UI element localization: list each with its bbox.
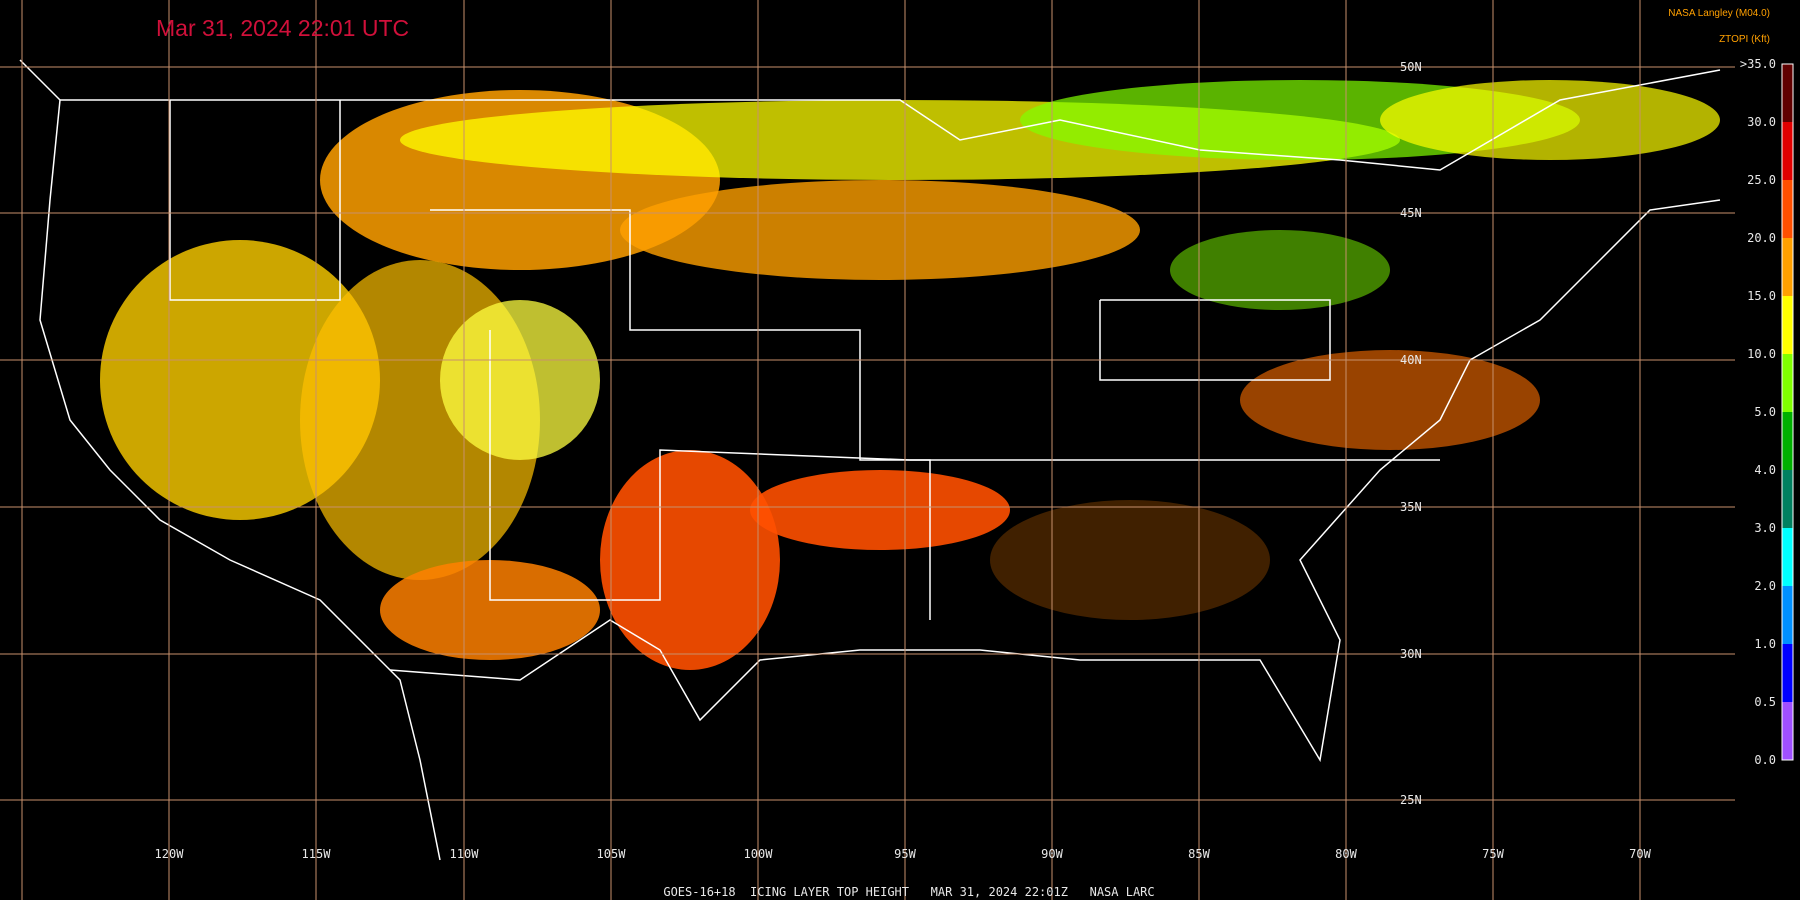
latitude-label: 45N xyxy=(1400,206,1422,220)
longitude-label: 120W xyxy=(155,847,185,861)
colorbar-segment xyxy=(1782,470,1793,528)
colorbar-segment xyxy=(1782,354,1793,412)
colorbar-segment xyxy=(1782,412,1793,470)
longitude-label: 95W xyxy=(894,847,916,861)
cloud-area xyxy=(1380,80,1720,160)
colorbar-frame xyxy=(1781,63,1794,761)
cloud-area xyxy=(990,500,1270,620)
colorbar-label: 15.0 xyxy=(1747,289,1776,303)
colorbar-label: 5.0 xyxy=(1754,405,1776,419)
colorbar-label: 10.0 xyxy=(1747,347,1776,361)
graticule: 120W 115W 110W 105W 100W 95W 90W 85W 80W 75W 70W 50… xyxy=(0,0,1735,900)
colorbar-segment xyxy=(1782,122,1793,180)
longitude-label: 100W xyxy=(744,847,774,861)
longitude-label: 115W xyxy=(302,847,332,861)
coastline xyxy=(19,59,441,861)
state-border xyxy=(489,330,1440,601)
latitude-label: 25N xyxy=(1400,793,1422,807)
colorbar-segment xyxy=(1782,586,1793,644)
state-border xyxy=(1099,299,1331,381)
colorbar-label: 0.0 xyxy=(1754,753,1776,767)
colorbar-label: 2.0 xyxy=(1754,579,1776,593)
cloud-field xyxy=(100,80,1720,670)
colorbar-segment xyxy=(1782,644,1793,702)
longitude-label: 85W xyxy=(1188,847,1210,861)
colorbar-segment xyxy=(1782,238,1793,296)
state-border xyxy=(169,100,341,301)
colorbar-label: 30.0 xyxy=(1747,115,1776,129)
latitude-label: 30N xyxy=(1400,647,1422,661)
colorbar-label: 25.0 xyxy=(1747,173,1776,187)
latitude-label: 40N xyxy=(1400,353,1422,367)
longitude-label: 70W xyxy=(1629,847,1651,861)
longitude-label: 90W xyxy=(1041,847,1063,861)
border xyxy=(60,69,1721,171)
colorbar: >35.0 30.0 25.0 20.0 15.0 10.0 5.0 4.0 3.0 2.0 1.0… xyxy=(1740,57,1794,767)
colorbar-label: 20.0 xyxy=(1747,231,1776,245)
cloud-area xyxy=(1240,350,1540,450)
latitude-label: 35N xyxy=(1400,500,1422,514)
colorbar-label: 3.0 xyxy=(1754,521,1776,535)
credit: NASA Langley (M04.0) xyxy=(1668,8,1770,19)
coastlines xyxy=(19,59,1721,861)
footer: GOES-16+18 ICING LAYER TOP HEIGHT MAR 31… xyxy=(663,885,1154,899)
longitude-label: 110W xyxy=(450,847,480,861)
cloud-area xyxy=(600,450,780,670)
longitude-label: 80W xyxy=(1335,847,1357,861)
longitude-label: 105W xyxy=(597,847,627,861)
colorbar-segment xyxy=(1782,528,1793,586)
colorbar-label: 0.5 xyxy=(1754,695,1776,709)
colorbar-segment xyxy=(1782,64,1793,122)
colorbar-label: 1.0 xyxy=(1754,637,1776,651)
colorbar-segment xyxy=(1782,702,1793,760)
colorbar-segment xyxy=(1782,296,1793,354)
colorbar-segment xyxy=(1782,180,1793,238)
cloud-area xyxy=(1170,230,1390,310)
latitude-label: 50N xyxy=(1400,60,1422,74)
cloud-area xyxy=(750,470,1010,550)
legend-title: ZTOPI (Kft) xyxy=(1719,34,1770,45)
title: Mar 31, 2024 22:01 UTC xyxy=(156,15,409,41)
cloud-area xyxy=(380,560,600,660)
cloud-area xyxy=(440,300,600,460)
longitude-label: 75W xyxy=(1482,847,1504,861)
colorbar-label: 4.0 xyxy=(1754,463,1776,477)
coastline xyxy=(389,199,1721,763)
colorbar-label: >35.0 xyxy=(1740,57,1776,71)
cloud-area xyxy=(620,180,1140,280)
